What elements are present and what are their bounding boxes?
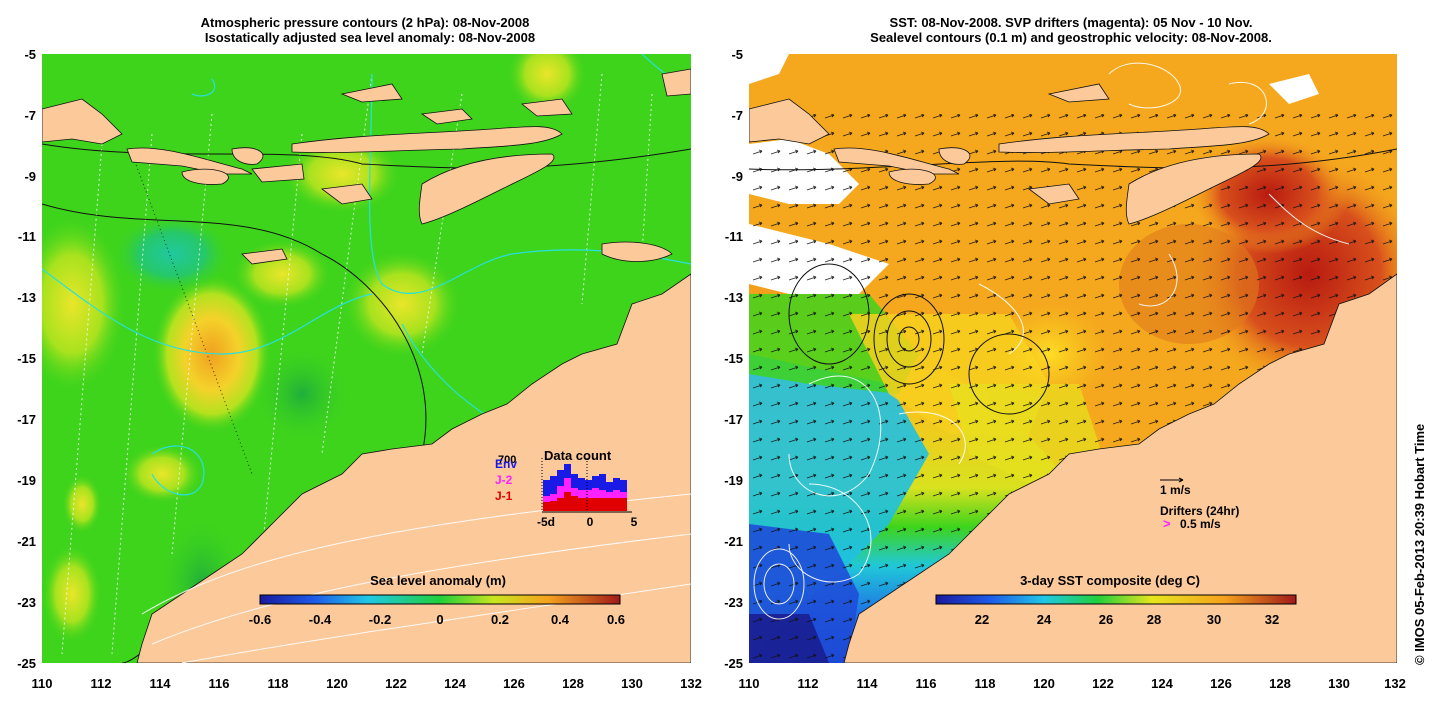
sla-tick: 0: [436, 612, 443, 627]
sst-tick: 26: [1099, 612, 1113, 627]
y-tick: -7: [24, 108, 36, 123]
x-tick: 126: [1210, 676, 1232, 691]
x-tick: 128: [1269, 676, 1291, 691]
sst-colorbar-label: 3-day SST composite (deg C): [1020, 573, 1200, 588]
y-tick: -5: [731, 47, 743, 62]
sla-tick: -0.6: [249, 612, 271, 627]
sla-colorbar-label: Sea level anomaly (m): [370, 573, 506, 588]
x-tick: 122: [385, 676, 407, 691]
sla-tick: -0.2: [369, 612, 391, 627]
sla-tick: 0.6: [607, 612, 625, 627]
right-map-title: SST: 08-Nov-2008. SVP drifters (magenta)…: [746, 15, 1396, 45]
x-tick: 126: [503, 676, 525, 691]
sst-map: [749, 54, 1397, 663]
sea-level-anomaly-map: [42, 54, 691, 663]
y-tick: -15: [17, 351, 36, 366]
drifter-arrow-icon: >: [1163, 516, 1171, 531]
x-tick: 124: [444, 676, 466, 691]
sst-tick: 30: [1207, 612, 1221, 627]
right-title-line1: SST: 08-Nov-2008. SVP drifters (magenta)…: [889, 15, 1253, 30]
y-tick: -7: [731, 108, 743, 123]
y-tick: -17: [17, 412, 36, 427]
y-tick: -23: [724, 595, 743, 610]
y-tick: -13: [724, 290, 743, 305]
left-map-title: Atmospheric pressure contours (2 hPa): 0…: [40, 15, 690, 45]
sla-colorbar: Sea level anomaly (m) -0.6 -0.4 -0.2 0 0…: [249, 573, 625, 627]
x-tick: 114: [149, 676, 171, 691]
y-tick: -23: [17, 595, 36, 610]
y-tick: -9: [731, 169, 743, 184]
data-count-bars: [543, 464, 627, 511]
x-tick: 118: [974, 676, 996, 691]
right-title-line2: Sealevel contours (0.1 m) and geostrophi…: [870, 30, 1272, 45]
sst-tick: 28: [1147, 612, 1161, 627]
x-tick: 112: [797, 676, 819, 691]
inset-xtick: 0: [587, 515, 594, 528]
x-tick: 110: [738, 676, 760, 691]
velocity-scale-label: 1 m/s: [1160, 483, 1191, 497]
sla-tick: 0.2: [491, 612, 509, 627]
y-tick: -13: [17, 290, 36, 305]
y-tick: -15: [724, 351, 743, 366]
sst-tick: 32: [1265, 612, 1279, 627]
sst-map-graphic: [749, 54, 1397, 663]
legend-j1: J-1: [495, 489, 513, 503]
sla-map-graphic: [42, 54, 691, 663]
x-tick: 120: [1033, 676, 1055, 691]
drifters-label: Drifters (24hr): [1160, 504, 1239, 518]
x-tick: 110: [31, 676, 53, 691]
x-tick: 116: [915, 676, 937, 691]
y-tick: -5: [24, 47, 36, 62]
x-tick: 118: [267, 676, 289, 691]
x-tick: 132: [1384, 676, 1406, 691]
y-tick: -21: [724, 534, 743, 549]
sst-tick: 24: [1037, 612, 1052, 627]
drifters-scale-label: 0.5 m/s: [1180, 517, 1221, 531]
data-count-max: 700: [498, 454, 516, 466]
y-tick: -21: [17, 534, 36, 549]
x-tick: 114: [856, 676, 878, 691]
x-tick: 130: [621, 676, 643, 691]
inset-xtick: 5: [631, 515, 638, 528]
legend-j2: J-2: [495, 473, 513, 487]
y-tick: -25: [17, 656, 36, 671]
y-tick: -19: [724, 473, 743, 488]
x-tick: 128: [562, 676, 584, 691]
velocity-legend: 1 m/s Drifters (24hr) > 0.5 m/s: [1160, 477, 1239, 531]
y-tick: -17: [724, 412, 743, 427]
copyright-notice: © IMOS 05-Feb-2013 20:39 Hobart Time: [1412, 423, 1427, 665]
left-title-line2: Isostatically adjusted sea level anomaly…: [204, 30, 536, 45]
y-tick: -19: [17, 473, 36, 488]
x-tick: 122: [1092, 676, 1114, 691]
left-title-line1: Atmospheric pressure contours (2 hPa): 0…: [200, 15, 530, 30]
sst-tick: 22: [975, 612, 989, 627]
australia-land-sst: [843, 273, 1397, 663]
inset-xtick: -5d: [537, 515, 555, 528]
data-count-title: Data count: [544, 448, 612, 463]
x-tick: 116: [208, 676, 230, 691]
sst-colorbar: 3-day SST composite (deg C) 22 24 26 28 …: [935, 573, 1297, 627]
x-tick: 124: [1151, 676, 1173, 691]
y-tick: -25: [724, 656, 743, 671]
sla-tick: 0.4: [551, 612, 570, 627]
y-tick: -9: [24, 169, 36, 184]
legend-env: Env: [495, 457, 517, 471]
y-tick: -11: [724, 229, 743, 244]
x-tick: 112: [90, 676, 112, 691]
x-tick: 120: [326, 676, 348, 691]
sla-tick: -0.4: [309, 612, 332, 627]
australia-land: [136, 273, 691, 663]
y-tick: -11: [17, 229, 36, 244]
x-tick: 130: [1328, 676, 1350, 691]
data-count-inset: Data count 700 Env J-2 J-1 -5d 0 5: [495, 448, 638, 528]
x-tick: 132: [680, 676, 702, 691]
